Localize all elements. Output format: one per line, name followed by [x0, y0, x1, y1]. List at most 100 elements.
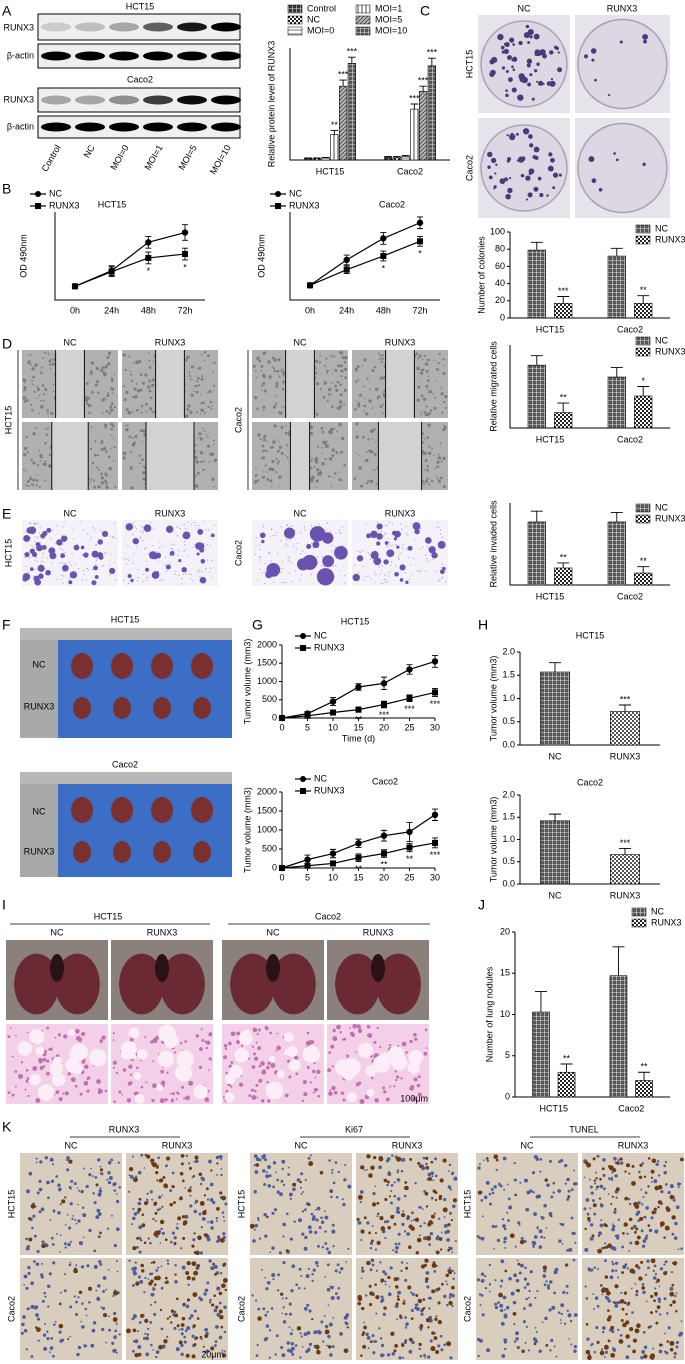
photo-detail [75, 1029, 80, 1034]
photo-detail [266, 1337, 269, 1340]
photo-detail [95, 1215, 99, 1219]
photo-detail [160, 1098, 165, 1103]
photo-detail [625, 1320, 629, 1324]
photo-detail [24, 447, 27, 450]
photo-detail [29, 557, 30, 558]
photo-detail [324, 1276, 326, 1278]
photo-detail [285, 543, 286, 544]
photo-detail [92, 462, 95, 465]
photo-detail [340, 405, 342, 407]
photo-detail [614, 1302, 616, 1304]
photo-detail [310, 1081, 312, 1083]
photo-detail [258, 360, 261, 363]
photo-detail [70, 1241, 72, 1243]
photo-detail [50, 1219, 52, 1221]
photo-detail [320, 470, 321, 471]
photo-detail [412, 523, 413, 524]
marker [381, 851, 387, 857]
photo-detail [263, 526, 264, 527]
photo-detail [214, 1265, 218, 1269]
photo-detail [389, 1044, 391, 1046]
photo-detail [126, 563, 127, 564]
photo-detail [269, 377, 271, 379]
photo-detail [139, 1280, 143, 1284]
photo-detail [425, 1259, 429, 1263]
photo-detail [365, 1333, 368, 1336]
photo-detail [220, 1168, 222, 1170]
photo-detail [252, 1046, 254, 1048]
photo-detail [271, 1212, 274, 1215]
blot-band [143, 52, 173, 61]
photo-detail [331, 551, 332, 552]
photo-detail [583, 1207, 586, 1210]
photo-detail [395, 1070, 397, 1072]
photo-detail [83, 529, 84, 530]
photo-detail [529, 35, 532, 38]
photo-detail [40, 527, 41, 528]
photo-detail [440, 1248, 442, 1250]
photo-detail [589, 1207, 591, 1209]
column-label: RUNX3 [385, 508, 416, 518]
photo-detail [130, 486, 133, 489]
row-label: Caco2 [6, 1296, 16, 1322]
photo-detail [25, 1238, 28, 1241]
photo-detail [303, 1092, 307, 1096]
photo-detail [481, 1279, 485, 1283]
marker [381, 680, 387, 686]
photo-detail [528, 1297, 530, 1299]
photo-detail [69, 1051, 76, 1058]
photo-detail [436, 368, 438, 370]
photo-detail [353, 574, 360, 581]
photo-detail [613, 152, 616, 155]
photo-detail [88, 411, 90, 413]
legend-marker [275, 203, 281, 209]
photo-detail [665, 1260, 668, 1263]
photo-detail [52, 1243, 55, 1246]
photo-detail [435, 1175, 438, 1178]
photo-detail [384, 1179, 388, 1183]
photo-detail [311, 1280, 313, 1282]
photo-detail [674, 1236, 678, 1240]
photo-detail [104, 424, 108, 428]
legend-swatch [288, 5, 302, 13]
photo-detail [183, 532, 191, 540]
legend-marker [300, 645, 306, 651]
photo-detail [395, 565, 396, 566]
photo-detail [279, 411, 282, 414]
photo-detail [111, 1215, 113, 1217]
photo-detail [31, 1227, 33, 1229]
photo-detail [264, 583, 265, 584]
significance: *** [338, 69, 349, 79]
photo-detail [219, 1310, 223, 1314]
photo-detail [277, 358, 280, 361]
photo-detail [446, 1238, 450, 1242]
photo-detail [262, 445, 265, 448]
photo-detail [205, 1288, 209, 1292]
photo-detail [430, 1339, 433, 1342]
photo-detail [85, 1308, 88, 1311]
photo-detail [162, 546, 163, 547]
photo-detail [347, 1248, 349, 1250]
photo-detail [590, 1237, 594, 1241]
photo-detail [33, 547, 34, 548]
photo-detail [664, 1297, 667, 1300]
photo-detail [82, 1213, 86, 1217]
y-tick-label: 1.5 [502, 670, 515, 680]
photo-detail [386, 1159, 389, 1162]
photo-detail [451, 1172, 454, 1175]
photo-detail [594, 1351, 596, 1353]
photo-detail [223, 1055, 227, 1059]
photo [222, 940, 324, 1020]
photo-detail [447, 1249, 450, 1252]
photo-detail [255, 370, 257, 372]
photo-detail [271, 1307, 274, 1310]
photo-detail [439, 1237, 443, 1241]
photo-detail [424, 1357, 426, 1359]
x-tick-label: 20 [379, 722, 389, 732]
photo-detail [408, 1062, 420, 1074]
photo-detail [628, 1302, 630, 1304]
photo-detail [257, 580, 258, 581]
photo-detail [267, 441, 268, 442]
photo-detail [29, 527, 37, 535]
photo-detail [363, 1326, 367, 1330]
